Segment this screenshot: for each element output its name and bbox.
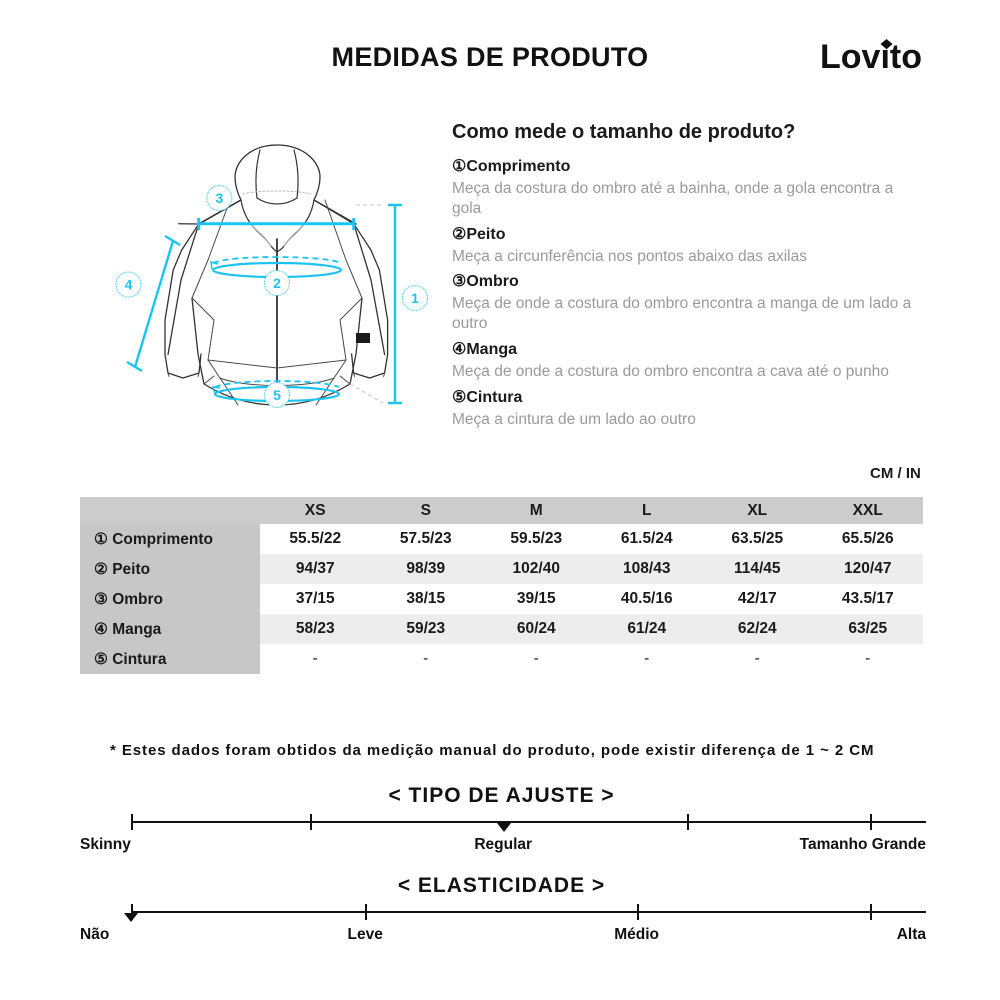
svg-text:2: 2: [273, 275, 281, 291]
svg-text:3: 3: [216, 190, 224, 206]
svg-text:4: 4: [125, 277, 133, 293]
svg-text:1: 1: [411, 290, 419, 306]
svg-text:5: 5: [273, 387, 281, 403]
